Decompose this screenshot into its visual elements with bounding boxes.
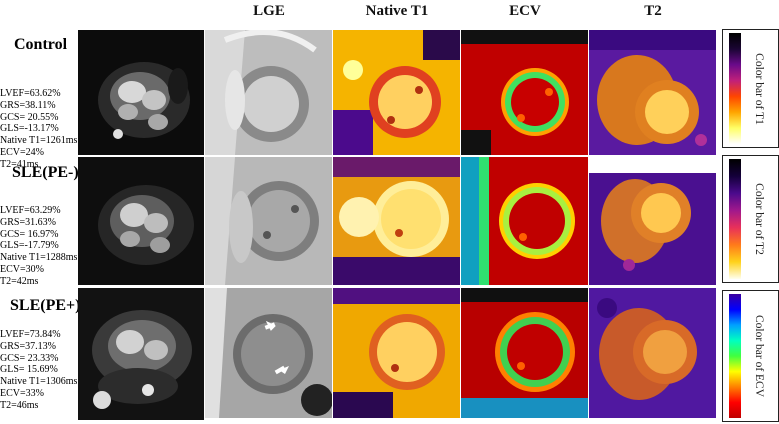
cine-image-sle-pe-pos bbox=[78, 288, 204, 420]
stats-sle-pe-neg: LVEF=63.29% GRS=31.63% GCS= 16.97% GLS=-… bbox=[0, 205, 80, 288]
ecv-map-sle-pe-pos bbox=[461, 288, 588, 418]
stat-grs: GRS=38.11% bbox=[0, 99, 56, 111]
cine-image-sle-pe-neg bbox=[78, 157, 204, 285]
stat-native-t1: Native T1=1288ms bbox=[0, 252, 78, 264]
stat-gls: GLS=-13.17% bbox=[0, 123, 59, 135]
colorbar-t2: Color bar of T2 bbox=[722, 155, 779, 283]
stat-grs: GRS=37.13% bbox=[0, 340, 56, 352]
ecv-map-sle-pe-neg bbox=[461, 157, 588, 285]
colorbar-ecv: Color bar of ECV bbox=[722, 290, 779, 422]
colorbar-t2-gradient bbox=[729, 159, 741, 279]
row-label-control: Control bbox=[14, 36, 68, 53]
native-t1-map-control bbox=[333, 30, 460, 155]
colorbar-t1-label: Color bar of T1 bbox=[753, 52, 765, 125]
stat-ecv: ECV=24% bbox=[0, 146, 44, 158]
lge-image-sle-pe-pos bbox=[205, 288, 332, 418]
stat-grs: GRS=31.63% bbox=[0, 216, 56, 228]
stat-t2: T2=46ms bbox=[0, 399, 39, 411]
stat-native-t1: Native T1=1306ms bbox=[0, 376, 78, 388]
row-label-sle-pe-neg: SLE(PE-) bbox=[12, 164, 79, 181]
lge-image-control bbox=[205, 30, 332, 155]
stat-gls: GLS= 15.69% bbox=[0, 364, 58, 376]
stat-lvef: LVEF=63.29% bbox=[0, 205, 61, 216]
column-header-t2: T2 bbox=[644, 3, 662, 19]
stat-lvef: LVEF=63.62% bbox=[0, 88, 61, 99]
stats-control: LVEF=63.62% GRS=38.11% GCS= 20.55% GLS=-… bbox=[0, 88, 80, 171]
colorbar-t1-gradient bbox=[729, 33, 741, 144]
stat-lvef: LVEF=73.84% bbox=[0, 329, 61, 340]
colorbar-t1: Color bar of T1 bbox=[722, 29, 779, 148]
stat-ecv: ECV=30% bbox=[0, 263, 44, 275]
stat-gls: GLS=-17.79% bbox=[0, 240, 59, 252]
stats-sle-pe-pos: LVEF=73.84% GRS=37.13% GCS= 23.33% GLS= … bbox=[0, 329, 80, 412]
stat-ecv: ECV=33% bbox=[0, 387, 44, 399]
column-header-lge: LGE bbox=[253, 3, 285, 19]
stat-gcs: GCS= 23.33% bbox=[0, 352, 59, 364]
native-t1-map-sle-pe-pos bbox=[333, 288, 460, 418]
colorbar-t2-label: Color bar of T2 bbox=[753, 183, 765, 255]
t2-map-sle-pe-neg bbox=[589, 157, 716, 285]
cine-image-control bbox=[78, 30, 204, 155]
colorbar-ecv-gradient bbox=[729, 294, 741, 418]
t2-map-control bbox=[589, 30, 716, 155]
column-header-ecv: ECV bbox=[509, 3, 541, 19]
native-t1-map-sle-pe-neg bbox=[333, 157, 460, 285]
stat-t2: T2=41ms bbox=[0, 158, 39, 170]
ecv-map-control bbox=[461, 30, 588, 155]
stat-t2: T2=42ms bbox=[0, 275, 39, 287]
colorbar-ecv-label: Color bar of ECV bbox=[753, 314, 765, 398]
column-header-native-t1: Native T1 bbox=[365, 3, 429, 19]
lge-image-sle-pe-neg bbox=[205, 157, 332, 285]
stat-native-t1: Native T1=1261ms bbox=[0, 135, 78, 147]
t2-map-sle-pe-pos bbox=[589, 288, 716, 418]
stat-gcs: GCS= 16.97% bbox=[0, 228, 59, 240]
row-label-sle-pe-pos: SLE(PE+) bbox=[10, 297, 81, 314]
stat-gcs: GCS= 20.55% bbox=[0, 111, 59, 123]
